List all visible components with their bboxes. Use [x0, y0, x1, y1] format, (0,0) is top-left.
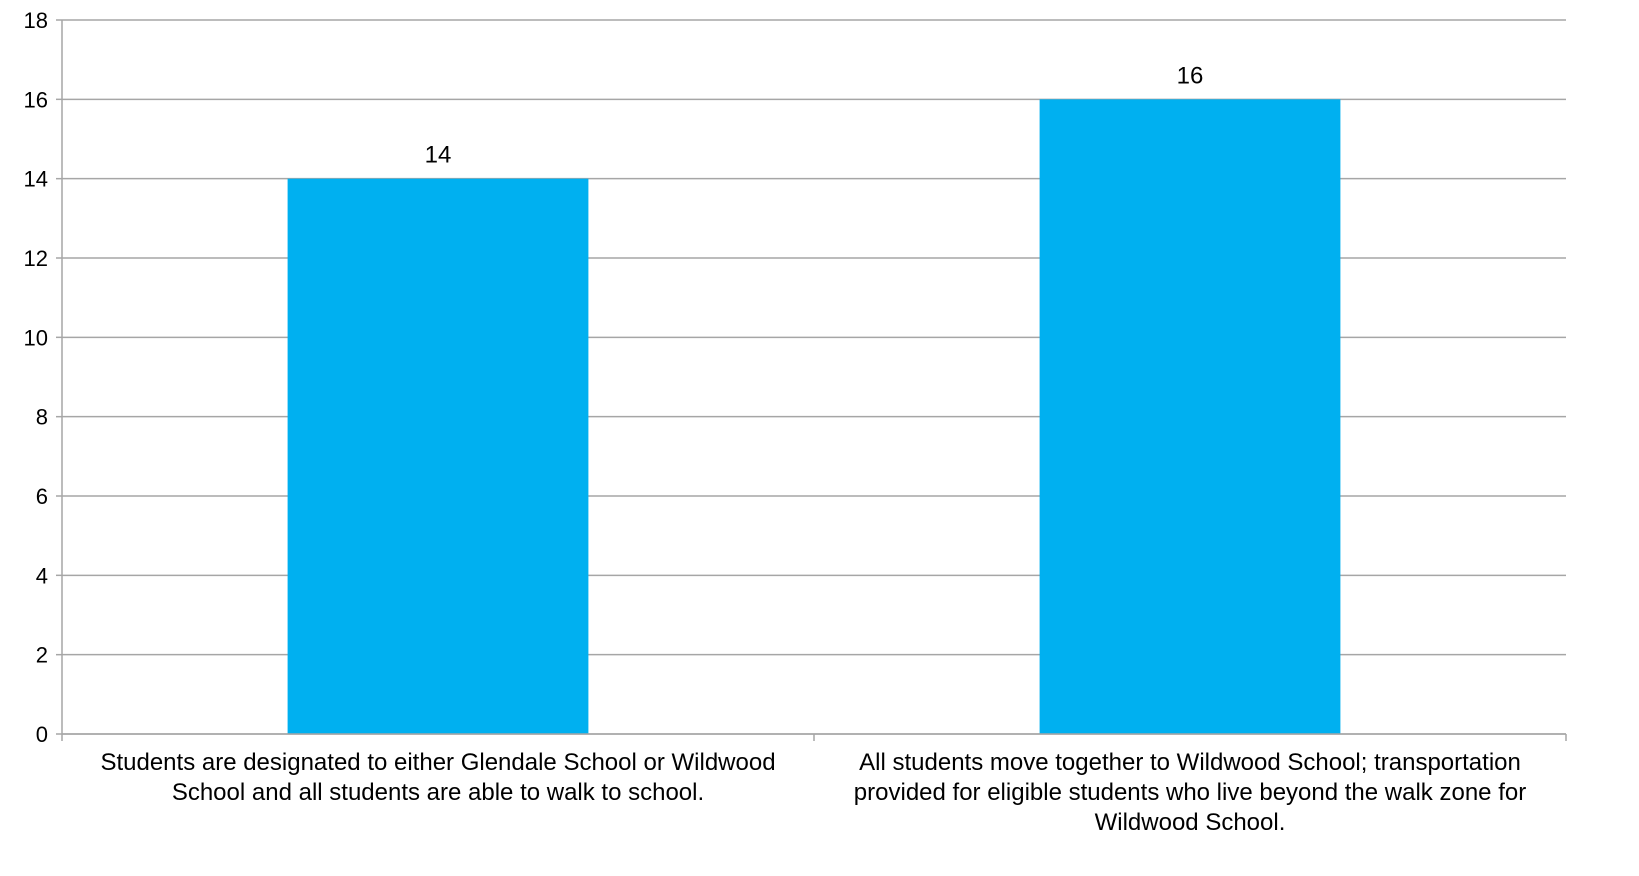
y-tick-label: 10: [24, 325, 48, 350]
y-tick-label: 2: [36, 643, 48, 668]
bar-value-label: 16: [1177, 62, 1204, 89]
bar-value-label: 14: [425, 142, 452, 169]
y-tick-label: 6: [36, 484, 48, 509]
y-tick-label: 4: [36, 563, 48, 588]
y-tick-label: 14: [24, 167, 48, 192]
y-tick-label: 0: [36, 722, 48, 747]
y-tick-label: 18: [24, 8, 48, 33]
x-category-label: Students are designated to either Glenda…: [100, 749, 776, 806]
bar: [1039, 99, 1341, 735]
y-tick-label: 8: [36, 405, 48, 430]
y-tick-label: 12: [24, 246, 48, 271]
y-tick-label: 16: [24, 87, 48, 112]
bar: [287, 178, 589, 734]
x-category-label: All students move together to Wildwood S…: [853, 749, 1527, 836]
